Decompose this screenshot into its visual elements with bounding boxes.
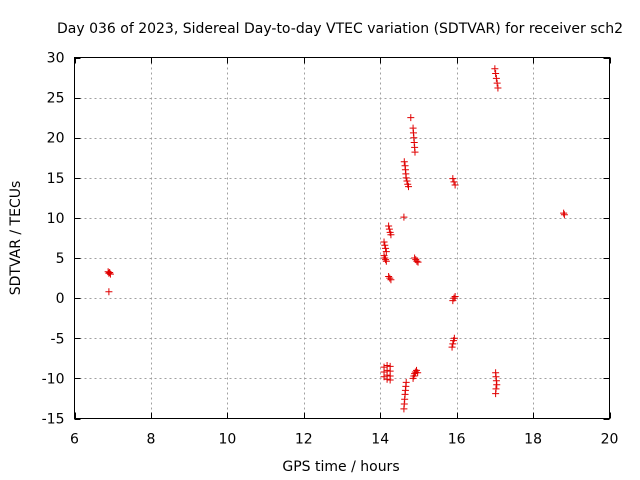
data-point: [450, 294, 458, 302]
data-point: [493, 79, 501, 87]
x-tick-label: 14: [371, 432, 389, 448]
data-point: [382, 256, 390, 264]
y-axis-label: SDTVAR / TECUs: [8, 181, 24, 296]
plot-frame: [74, 57, 610, 419]
data-point: [400, 213, 408, 221]
x-tick-label: 20: [601, 432, 619, 448]
x-tick-label: 6: [70, 432, 79, 448]
x-tick-label: 16: [448, 432, 466, 448]
chart-title: Day 036 of 2023, Sidereal Day-to-day VTE…: [57, 21, 623, 37]
data-point: [492, 70, 500, 78]
x-tick-label: 8: [146, 432, 155, 448]
data-point: [387, 231, 395, 239]
data-point: [105, 288, 113, 296]
y-tick-label: -5: [51, 331, 65, 347]
data-point: [386, 376, 394, 384]
x-tick-label: 18: [524, 432, 542, 448]
data-point: [382, 248, 390, 256]
data-point: [382, 257, 390, 265]
data-point: [451, 181, 459, 189]
data-point: [407, 114, 415, 122]
data-point: [106, 270, 114, 278]
data-point: [450, 178, 458, 186]
x-tick-label: 10: [218, 432, 236, 448]
data-point: [493, 381, 501, 389]
data-point: [400, 158, 408, 166]
data-point: [106, 268, 114, 276]
data-point: [386, 274, 394, 282]
data-points: [104, 65, 568, 413]
y-tick-label: 25: [47, 91, 65, 107]
data-point: [385, 225, 393, 233]
data-point: [491, 65, 499, 73]
y-tick-label: -10: [42, 371, 65, 387]
data-point: [105, 269, 113, 277]
data-point: [402, 174, 410, 182]
y-tick-label: 5: [56, 251, 65, 267]
y-tick-label: -15: [42, 412, 65, 428]
y-tick-label: 30: [47, 51, 65, 67]
x-tick-label: 12: [295, 432, 313, 448]
data-point: [560, 211, 568, 219]
data-point: [383, 375, 391, 383]
data-point: [492, 390, 500, 398]
y-tick-label: 20: [47, 131, 65, 147]
data-point: [560, 209, 568, 217]
data-point: [448, 343, 456, 351]
y-tick-label: 0: [56, 291, 65, 307]
data-point: [381, 241, 389, 249]
y-tick-label: 10: [47, 211, 65, 227]
x-axis-label: GPS time / hours: [282, 459, 399, 475]
data-point: [450, 334, 458, 342]
y-tick-labels: -15 -10 -5 0 5 10 15 20 25 30: [42, 51, 65, 428]
data-point: [380, 238, 388, 246]
axis-ticks: [74, 57, 611, 420]
data-point: [403, 177, 411, 185]
y-tick-label: 15: [47, 171, 65, 187]
data-point: [494, 84, 502, 92]
data-point: [387, 276, 395, 284]
data-point: [414, 258, 422, 266]
data-point: [385, 222, 393, 230]
data-point: [492, 74, 500, 82]
data-point: [449, 175, 457, 183]
data-point: [411, 148, 419, 156]
data-point: [404, 183, 412, 191]
grid-lines: [74, 57, 610, 419]
data-point: [381, 254, 389, 262]
x-tick-labels: 6 8 10 12 14 16 18 20: [70, 432, 618, 448]
data-point: [451, 293, 459, 301]
data-point: [402, 378, 410, 386]
data-point: [382, 244, 390, 252]
data-point: [413, 257, 421, 265]
data-point: [449, 340, 457, 348]
data-point: [414, 369, 422, 377]
